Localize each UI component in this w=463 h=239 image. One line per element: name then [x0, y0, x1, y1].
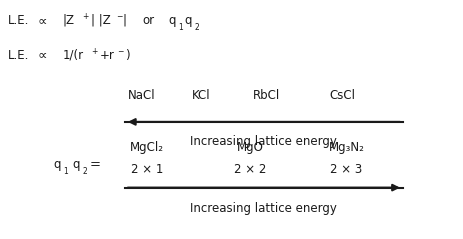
Text: RbCl: RbCl	[253, 89, 280, 102]
Text: 1: 1	[178, 23, 182, 32]
Text: 2 × 2: 2 × 2	[234, 163, 266, 176]
Text: −: −	[116, 12, 122, 21]
Text: 1/(r: 1/(r	[63, 49, 84, 62]
Text: Increasing lattice energy: Increasing lattice energy	[190, 202, 338, 215]
Text: Mg₃N₂: Mg₃N₂	[328, 141, 364, 154]
Text: | |Z: | |Z	[91, 14, 111, 27]
Text: −: −	[117, 47, 124, 56]
Text: +: +	[91, 47, 98, 56]
Text: q: q	[73, 158, 80, 172]
Text: CsCl: CsCl	[330, 89, 356, 102]
Text: 2 × 3: 2 × 3	[330, 163, 363, 176]
Text: +r: +r	[100, 49, 115, 62]
Text: L.E.: L.E.	[8, 49, 30, 62]
Text: q: q	[184, 14, 192, 27]
Text: 2 × 1: 2 × 1	[131, 163, 163, 176]
Text: MgCl₂: MgCl₂	[130, 141, 164, 154]
Text: or: or	[143, 14, 155, 27]
Text: q: q	[53, 158, 61, 172]
Text: =: =	[89, 158, 100, 172]
Text: ∝: ∝	[38, 14, 48, 27]
Text: NaCl: NaCl	[127, 89, 155, 102]
Text: Increasing lattice energy: Increasing lattice energy	[190, 135, 338, 148]
Text: KCl: KCl	[192, 89, 211, 102]
Text: 2: 2	[194, 23, 199, 32]
Text: MgO: MgO	[237, 141, 263, 154]
Text: |Z: |Z	[63, 14, 75, 27]
Text: 1: 1	[63, 168, 68, 176]
Text: |: |	[123, 14, 127, 27]
Text: ): )	[125, 49, 130, 62]
Text: 2: 2	[82, 168, 87, 176]
Text: ∝: ∝	[38, 49, 48, 62]
Text: +: +	[82, 12, 89, 21]
Text: q: q	[168, 14, 175, 27]
Text: L.E.: L.E.	[8, 14, 30, 27]
